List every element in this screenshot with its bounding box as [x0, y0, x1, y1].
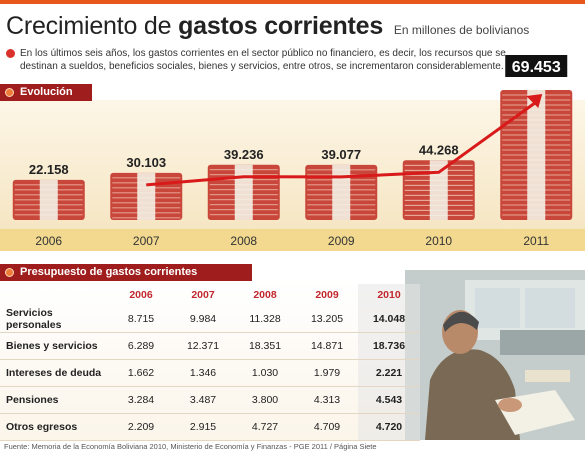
intro-text: En los últimos seis años, los gastos cor… [20, 48, 506, 72]
bar-2011 [500, 90, 573, 220]
trend-arrow-icon [526, 94, 543, 108]
cell-value: 3.284 [110, 386, 172, 414]
table-row: Otros egresos 2.209 2.915 4.727 4.709 4.720 [0, 413, 420, 441]
cell-value: 9.984 [172, 306, 234, 333]
section-title-evolution: Evolución [20, 86, 73, 98]
cell-value: 18.736 [358, 332, 420, 360]
year-label-2010: 2010 [425, 234, 452, 248]
title-unit: En millones de bolivianos [393, 23, 530, 37]
cell-value: 11.328 [234, 306, 296, 333]
value-label-2006: 22.158 [29, 162, 69, 177]
bill-band-2009 [332, 164, 351, 220]
bar-2009 [305, 164, 378, 220]
title-bold: gastos corrientes [178, 12, 384, 40]
bill-band-2007 [137, 172, 156, 220]
section-title-breakdown: Presupuesto de gastos corrientes desagre… [20, 266, 198, 295]
bar-2008 [207, 164, 280, 220]
bar-2010 [402, 160, 475, 220]
year-strip [0, 229, 585, 251]
table-row: Bienes y servicios 6.289 12.371 18.351 14.87… [0, 332, 420, 360]
year-label-2008: 2008 [230, 234, 257, 248]
cell-value: 1.030 [234, 359, 296, 387]
table-header-2008: 2008 [253, 289, 277, 301]
photo-cashier [405, 270, 585, 440]
cell-value: 2.915 [172, 413, 234, 441]
bullet-icon [6, 49, 15, 58]
cell-value: 1.979 [296, 359, 358, 387]
cell-value: 1.662 [110, 359, 172, 387]
value-label-2009: 39.077 [321, 147, 361, 162]
cell-value: 4.543 [358, 386, 420, 414]
table-header-2006: 2006 [129, 289, 153, 301]
cell-value: 14.048 [358, 306, 420, 333]
cell-value: 4.709 [296, 413, 358, 441]
cell-value: 8.715 [110, 306, 172, 333]
value-label-2011: 69.453 [512, 59, 561, 76]
value-box-2011 [505, 55, 568, 77]
table-header-2010: 2010 [358, 284, 420, 306]
value-label-2008: 39.236 [224, 147, 264, 162]
cell-value: 2.209 [110, 413, 172, 441]
year-label-2009: 2009 [328, 234, 355, 248]
bill-band-2006 [39, 179, 58, 220]
table-row: Pensiones 3.284 3.487 3.800 4.313 4.543 [0, 386, 420, 414]
value-label-2010: 44.268 [419, 142, 459, 157]
bill-band-2010 [429, 160, 448, 220]
row-label: Bienes y servicios [0, 332, 110, 360]
row-label: Otros egresos [0, 413, 110, 441]
bill-band-2011 [527, 90, 546, 220]
source-note: Fuente: Memoria de la Economía Boliviana… [4, 442, 377, 451]
table-header-row: 2006 2007 2008 2009 2010 [0, 284, 420, 306]
cell-value: 18.351 [234, 332, 296, 360]
intro-paragraph: En los últimos seis años, los gastos cor… [6, 47, 520, 73]
cell-value: 4.720 [358, 413, 420, 441]
table-header-blank [0, 284, 110, 306]
cell-value: 1.346 [172, 359, 234, 387]
row-label: Servicios personales [0, 306, 110, 333]
cell-value: 3.800 [234, 386, 296, 414]
evolution-background [0, 100, 585, 250]
table-row: Intereses de deuda 1.662 1.346 1.030 1.979 2.… [0, 359, 420, 387]
title-light: Crecimiento de [6, 12, 172, 40]
table-row: Servicios personales 8.715 9.984 11.328 13.2… [0, 306, 420, 333]
cell-value: 6.289 [110, 332, 172, 360]
year-label-2006: 2006 [35, 234, 62, 248]
cell-value: 4.727 [234, 413, 296, 441]
table-body: Servicios personales 8.715 9.984 11.328 13.2… [0, 306, 420, 441]
cell-value: 4.313 [296, 386, 358, 414]
trend-line [146, 100, 538, 187]
row-label: Pensiones [0, 386, 110, 414]
top-accent-bar [0, 0, 585, 4]
cell-value: 13.205 [296, 306, 358, 333]
table-header-2007: 2007 [191, 289, 215, 301]
value-label-2007: 30.103 [126, 155, 166, 170]
cell-value: 2.221 [358, 359, 420, 387]
evolution-chart: 2006 2007 2008 2009 2010 2011 22.158 30.103 39.2… [12, 55, 573, 248]
table-header-2009: 2009 [315, 289, 339, 301]
section-header-evolution: Evolución [0, 84, 92, 101]
cell-value: 12.371 [172, 332, 234, 360]
bar-2007 [110, 172, 183, 220]
photo-illustration [405, 270, 585, 440]
bullet-icon [5, 88, 14, 97]
page-title: Crecimiento de gastos corrientes En mill… [6, 12, 529, 41]
year-label-2007: 2007 [133, 234, 160, 248]
cell-value: 3.487 [172, 386, 234, 414]
bullet-icon [5, 268, 14, 277]
budget-table: 2006 2007 2008 2009 2010 Servicios personale… [0, 284, 420, 441]
cell-value: 14.871 [296, 332, 358, 360]
row-label: Intereses de deuda [0, 359, 110, 387]
bill-band-2008 [234, 164, 253, 220]
year-label-2011: 2011 [523, 234, 549, 248]
section-header-breakdown: Presupuesto de gastos corrientes desagre… [0, 264, 252, 295]
bar-2006 [12, 179, 85, 220]
